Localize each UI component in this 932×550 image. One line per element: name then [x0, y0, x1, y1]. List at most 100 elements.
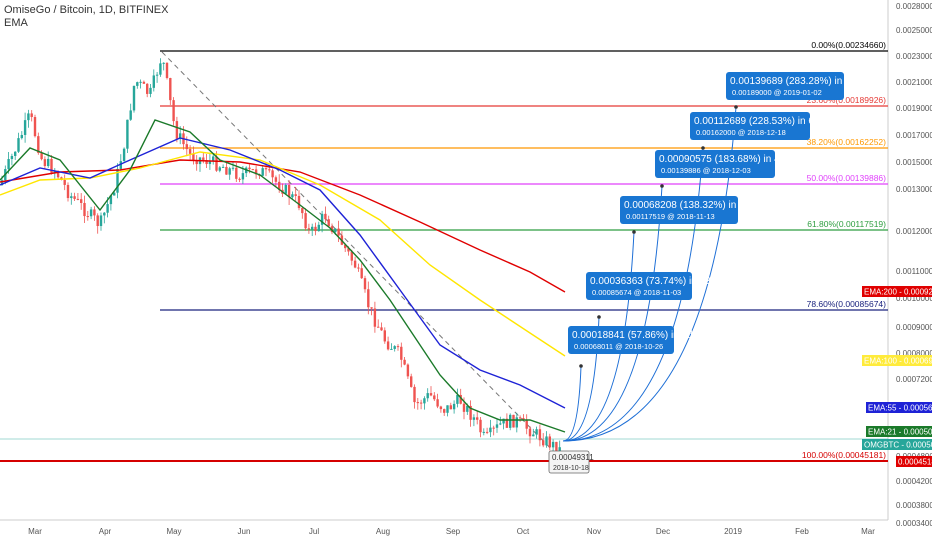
price-tag-label: OMGBTC - 0.00050117	[864, 441, 932, 450]
price-tag: EMA:55 - 0.00056741	[866, 402, 932, 413]
candle-body	[47, 158, 50, 167]
candle-body	[122, 148, 126, 162]
candle-body	[512, 414, 515, 428]
candle-body	[509, 414, 512, 428]
candle-body	[446, 405, 449, 413]
candle-body	[370, 307, 373, 309]
time-tick-label: Oct	[517, 527, 530, 536]
candle-body	[225, 166, 228, 175]
candle-body	[472, 417, 476, 420]
candle-body	[528, 428, 532, 437]
time-tick-label: Mar	[861, 527, 875, 536]
candle-body	[489, 427, 492, 433]
time-tick-label: 2019	[724, 527, 742, 536]
candle-body	[89, 209, 93, 217]
price-tag-bg	[896, 456, 932, 467]
candle-body	[17, 138, 20, 152]
candle-body	[367, 289, 370, 308]
candle-body	[429, 393, 433, 396]
candle-body	[380, 327, 383, 331]
candle-body	[535, 429, 538, 435]
candle-body	[419, 402, 423, 404]
candle-body	[555, 441, 558, 454]
candle-body	[469, 405, 472, 420]
candle-body	[274, 177, 278, 182]
candle-body	[426, 393, 429, 399]
candle-body	[304, 213, 307, 229]
candle-body	[350, 251, 353, 261]
candle-body	[20, 134, 23, 139]
candle-body	[205, 160, 208, 165]
ema-200-line	[0, 159, 566, 293]
candle-body	[66, 184, 70, 199]
candle-body	[119, 161, 122, 169]
price-tag-bg	[862, 355, 932, 366]
low-marker-price: 0.00049311	[552, 453, 594, 462]
candle-body	[495, 424, 499, 428]
candle-body	[287, 185, 291, 198]
price-tag-bg	[866, 426, 932, 437]
price-tag-label: EMA:200 - 0.00092074	[864, 288, 932, 297]
projection-arc	[562, 185, 663, 442]
price-tag-bg	[862, 286, 932, 297]
candle-body	[271, 170, 274, 178]
candle-body	[360, 268, 363, 279]
candle-body	[103, 212, 106, 216]
price-tag-label: EMA:55 - 0.00056741	[868, 404, 932, 413]
candle-body	[327, 219, 330, 227]
candle-body	[109, 195, 113, 205]
candle-body	[63, 179, 66, 185]
candle-body	[499, 423, 502, 425]
candle-body	[43, 159, 47, 167]
candle-body	[73, 196, 76, 199]
time-tick-label: Mar	[28, 527, 42, 536]
candle-body	[14, 151, 17, 156]
fib-level-label: 23.60%(0.00189926)	[807, 95, 887, 105]
candle-body	[155, 74, 159, 76]
candle-body	[307, 228, 311, 230]
candle-body	[268, 169, 271, 171]
candle-body	[538, 429, 542, 441]
candle-body	[551, 441, 555, 448]
candle-body	[165, 62, 169, 79]
candle-body	[416, 402, 419, 404]
candle-body	[185, 144, 188, 150]
candle-body	[264, 168, 268, 170]
candle-body	[231, 167, 235, 169]
candle-body	[291, 194, 294, 198]
projection-box-bg	[655, 150, 775, 178]
projection-box-sub: 0.00117519 @ 2018-11-13	[626, 212, 715, 221]
time-tick-label: Feb	[795, 527, 809, 536]
candle-body	[172, 100, 175, 122]
candle-body	[80, 199, 83, 203]
candle-body	[228, 168, 231, 175]
candle-body	[132, 85, 136, 111]
candle-body	[311, 226, 314, 230]
candle-body	[248, 167, 251, 170]
candle-body	[390, 348, 393, 350]
price-tag: EMA:21 - 0.00050838	[866, 426, 932, 437]
candle-body	[23, 120, 27, 135]
candle-body	[324, 213, 327, 220]
projection-box: 0.00018841 (57.86%) in 8d0.00068011 @ 20…	[568, 326, 693, 354]
candle-body	[515, 417, 518, 428]
projection-point	[734, 105, 738, 109]
candle-body	[93, 209, 96, 216]
projection-point	[632, 230, 636, 234]
candle-body	[254, 169, 258, 175]
candle-body	[0, 180, 4, 185]
projection-box-main: 0.00036363 (73.74%) in 13d	[590, 276, 716, 287]
candle-body	[337, 228, 340, 236]
candle-body	[522, 418, 525, 420]
low-marker-bg	[548, 450, 590, 474]
time-tick-label: May	[166, 527, 181, 536]
candle-body	[406, 364, 410, 377]
